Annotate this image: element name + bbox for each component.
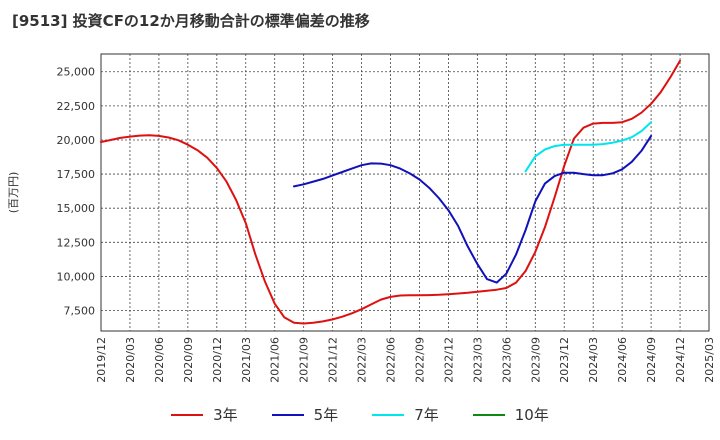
legend-item: 5年 [271,404,339,425]
y-tick-label: 12,500 [57,236,96,249]
legend-item: 3年 [171,404,238,425]
legend-label: 3年 [213,406,238,424]
legend-label: 5年 [313,406,339,424]
plot-area [100,53,710,332]
x-tick-label: 2024/12 [674,337,687,383]
x-tick-label: 2021/09 [298,337,311,383]
x-tick-label: 2024/03 [587,337,600,383]
legend-item: 7年 [372,404,439,425]
y-tick-label: 15,000 [57,202,96,215]
y-tick-label: 22,500 [57,100,96,113]
x-tick-label: 2021/06 [269,337,282,383]
x-tick-label: 2022/06 [385,337,398,383]
legend-label: 7年 [414,406,439,424]
legend-label: 10年 [514,406,549,424]
y-tick-label: 25,000 [57,66,96,79]
series-line-7年 [524,121,653,173]
x-tick-label: 2023/06 [500,337,513,383]
x-tick-label: 2023/03 [471,337,484,383]
x-tick-label: 2022/12 [442,337,455,383]
y-tick-label: 10,000 [57,270,96,283]
x-tick-label: 2020/03 [124,337,137,383]
y-axis-label: (百万円) [7,172,20,214]
x-tick-label: 2023/12 [558,337,571,383]
series-line-5年 [293,134,653,284]
x-tick-label: 2020/06 [153,337,166,383]
x-tick-label: 2021/12 [327,337,340,383]
x-tick-label: 2022/09 [413,337,426,383]
legend-swatch [271,413,304,416]
y-tick-label: 20,000 [57,134,96,147]
x-tick-label: 2025/03 [703,337,716,383]
x-tick-label: 2021/03 [240,337,253,383]
x-tick-label: 2020/12 [211,337,224,383]
x-tick-label: 2024/09 [645,337,658,383]
x-tick-label: 2020/09 [182,337,195,383]
y-tick-label: 17,500 [57,168,96,181]
x-tick-label: 2022/03 [356,337,369,383]
x-tick-label: 2023/09 [529,337,542,383]
legend-swatch [171,413,204,416]
legend: 3年 5年 7年 10年 [0,404,720,425]
x-tick-label: 2024/06 [616,337,629,383]
chart-title: [9513] 投資CFの12か月移動合計の標準偏差の推移 [12,12,370,30]
x-tick-label: 2019/12 [95,337,108,383]
legend-item: 10年 [472,404,549,425]
legend-swatch [472,413,505,416]
series-line-3年 [100,59,681,325]
y-tick-label: 7,500 [64,305,96,318]
legend-swatch [372,413,405,416]
